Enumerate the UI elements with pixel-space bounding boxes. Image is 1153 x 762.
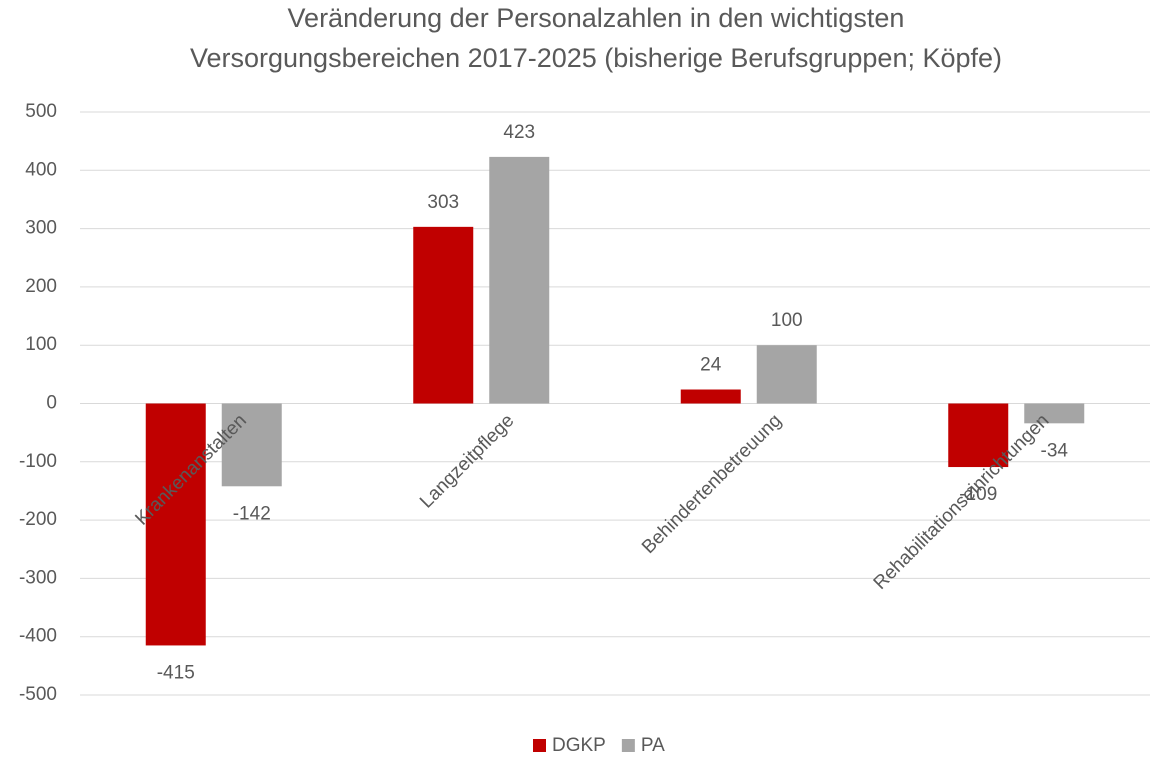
data-label: 423 [503, 122, 535, 143]
data-label: -109 [959, 484, 997, 505]
data-label: -142 [233, 503, 271, 524]
bar [145, 403, 206, 646]
bar [1024, 403, 1085, 424]
bar [948, 403, 1009, 468]
chart-title: Veränderung der Personalzahlen in den wi… [288, 3, 905, 33]
legend-swatch [621, 739, 635, 752]
data-label: 303 [427, 192, 459, 213]
y-tick-label: -500 [19, 684, 57, 705]
y-tick-label: -300 [19, 567, 57, 588]
y-tick-label: 300 [25, 218, 57, 239]
x-tick-label: Behindertenbetreuung [638, 410, 786, 558]
y-tick-label: 100 [25, 334, 57, 355]
chart-title: Versorgungsbereichen 2017-2025 (bisherig… [190, 43, 1002, 73]
data-label: 24 [700, 355, 722, 376]
legend-swatch [533, 739, 546, 752]
bar [413, 226, 474, 404]
data-label: -415 [157, 662, 195, 683]
y-tick-label: 200 [25, 276, 57, 297]
legend-label: PA [641, 735, 665, 756]
y-tick-label: -200 [19, 509, 57, 530]
y-tick-label: -400 [19, 626, 57, 647]
y-tick-label: 400 [25, 159, 57, 180]
y-tick-label: -100 [19, 451, 57, 472]
bar [756, 345, 817, 404]
bar [221, 403, 282, 487]
data-label: 100 [771, 310, 803, 331]
bar [680, 389, 741, 404]
data-label: -34 [1041, 440, 1069, 461]
bar [489, 156, 550, 404]
legend-label: DGKP [552, 735, 606, 756]
y-tick-label: 0 [46, 393, 57, 414]
y-tick-label: 500 [25, 101, 57, 122]
